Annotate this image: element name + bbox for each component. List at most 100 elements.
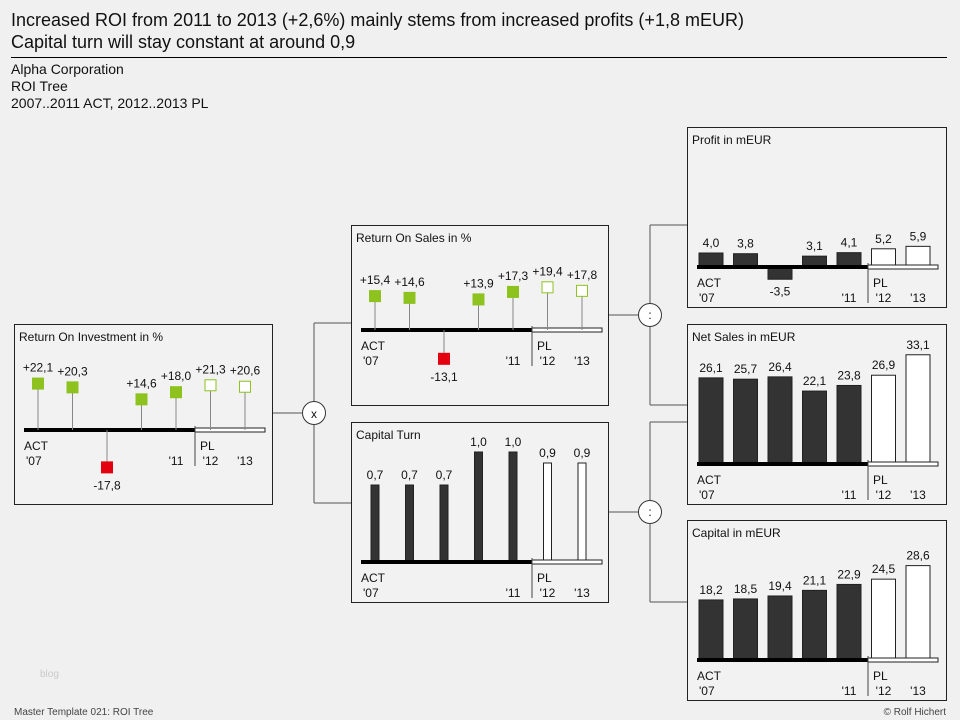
roi-year-11: '11 <box>169 454 184 468</box>
report-period: 2007..2011 ACT, 2012..2013 PL <box>11 95 209 111</box>
profit-data-label-0: 4,0 <box>703 236 720 250</box>
capital-bar-6 <box>905 565 931 661</box>
company-name: Alpha Corporation <box>11 61 124 77</box>
roi-pin-head-4 <box>170 386 182 399</box>
ros-data-label-4: +17,3 <box>498 269 529 283</box>
ros-year-13: '13 <box>574 354 590 368</box>
ros-pin-head-2 <box>438 352 450 365</box>
capital-chart: 18,2 18,5 19,4 21,1 22,9 24,528,6ACT'07'11PL'… <box>697 549 939 698</box>
sales-title: Net Sales in mEUR <box>692 330 796 344</box>
capital-data-label-2: 19,4 <box>768 579 792 593</box>
roi-data-label-6: +20,6 <box>230 364 261 378</box>
sales-bar-1 <box>733 378 758 465</box>
capital-axis-plan <box>867 657 939 663</box>
roi-pin-head-3 <box>135 393 148 406</box>
ros-data-label-2: -13,1 <box>430 370 458 384</box>
roi-pin-head-2 <box>101 461 113 474</box>
profit-year-07: '07 <box>699 291 715 305</box>
roi-axis-actual <box>24 428 195 432</box>
ct-bar-6 <box>577 462 587 563</box>
sales-pl-label: PL <box>873 473 888 487</box>
ros-pin-head-4 <box>507 285 519 298</box>
capital-year-07: '07 <box>699 684 715 698</box>
roi-pin-head-0 <box>32 377 44 390</box>
roi-chart: +22,1 +20,3 -17,8 +14,6 +18,0 +21,3 +20,6 ACT'0… <box>23 361 266 492</box>
roi-year-12: '12 <box>203 454 219 468</box>
roi-pin-head-6 <box>239 380 251 393</box>
sales-bar-5 <box>871 374 896 465</box>
ct-bar-0 <box>370 484 380 563</box>
roi-panel: Return On Investment in % +22,1 +20,3 -17,… <box>14 324 273 505</box>
capital-bar-3 <box>802 589 827 661</box>
profit-chart: 4,0 3,8 -3,5 3,1 4,1 5,2 5,9 ACT'07 '11 PL'12 '13 <box>697 229 939 305</box>
sales-axis-actual <box>697 462 868 466</box>
roi-data-label-5: +21,3 <box>195 362 226 376</box>
ct-year-11: '11 <box>506 586 521 600</box>
sales-chart: 26,1 25,7 26,422,1 23,826,933,1ACT'07'11PL'… <box>697 338 939 502</box>
sales-bar-6 <box>905 354 931 465</box>
roi-data-label-3: +14,6 <box>126 376 157 390</box>
capital-turn-title: Capital Turn <box>356 428 421 442</box>
roi-data-label-4: +18,0 <box>161 369 192 383</box>
ct-bar-2 <box>439 484 449 563</box>
sales-data-label-0: 26,1 <box>699 361 723 375</box>
profit-bar-6 <box>905 245 931 268</box>
capital-data-label-0: 18,2 <box>699 583 723 597</box>
watermark: blog <box>40 669 59 680</box>
capital-bar-0 <box>698 599 724 661</box>
sales-data-label-6: 33,1 <box>906 338 930 352</box>
ct-pl-label: PL <box>537 571 552 585</box>
divide-operator-bottom: : <box>638 500 662 524</box>
ct-bar-5 <box>543 462 552 563</box>
profit-panel: Profit in mEUR 4,0 3,8 -3,5 3,1 4,1 5,2 5,9 ACT… <box>687 127 947 308</box>
capital-bar-5 <box>871 578 896 661</box>
roi-pin-head-1 <box>66 381 79 394</box>
ct-bar-4 <box>508 451 518 563</box>
ros-year-07: '07 <box>363 354 379 368</box>
ct-data-label-6: 0,9 <box>574 446 591 460</box>
ct-year-12: '12 <box>540 586 556 600</box>
ros-pin-head-6 <box>576 284 588 297</box>
profit-data-label-3: 3,1 <box>806 239 823 253</box>
capital-panel: Capital in mEUR 18,2 18,5 19,4 21,1 22,9 24,5… <box>687 520 947 701</box>
capital-data-label-5: 24,5 <box>872 562 896 576</box>
footer-copyright: © Rolf Hichert <box>883 707 946 718</box>
sales-data-label-2: 26,4 <box>768 360 792 374</box>
capital-data-label-1: 18,5 <box>734 582 758 596</box>
capital-data-label-6: 28,6 <box>906 549 930 563</box>
ros-data-label-5: +19,4 <box>532 264 563 278</box>
profit-data-label-5: 5,2 <box>875 232 892 246</box>
ros-pin-head-1 <box>403 291 416 304</box>
capital-turn-panel: Capital Turn 0,7 0,7 0,7 1,0 1,0 0,9 0,9 ACT '07… <box>351 422 609 603</box>
capital-data-label-4: 22,9 <box>837 567 861 581</box>
ros-year-12: '12 <box>540 354 556 368</box>
profit-pl-label: PL <box>873 276 888 290</box>
sales-year-13: '13 <box>910 488 926 502</box>
roi-data-label-0: +22,1 <box>23 361 54 375</box>
ros-panel: Return On Sales in % +15,4 +14,6 -13,1 +13,… <box>351 225 609 406</box>
footer-template: Master Template 021: ROI Tree <box>14 707 154 718</box>
profit-data-label-4: 4,1 <box>841 236 858 250</box>
sales-bar-2 <box>767 376 793 465</box>
ros-chart: +15,4 +14,6 -13,1 +13,9 +17,3 +19,4 +17,8 ACT'0… <box>360 264 603 384</box>
multiply-symbol: x <box>311 407 317 421</box>
sales-bar-3 <box>802 390 827 465</box>
headline-1: Increased ROI from 2011 to 2013 (+2,6%) … <box>11 10 744 30</box>
profit-axis-actual <box>697 265 868 269</box>
divide-operator-top: : <box>638 303 662 327</box>
ct-year-07: '07 <box>363 586 379 600</box>
ros-act-label: ACT <box>361 339 386 353</box>
profit-data-label-1: 3,8 <box>737 237 754 251</box>
sales-year-11: '11 <box>842 488 857 502</box>
ct-data-label-0: 0,7 <box>367 468 384 482</box>
profit-data-label-2: -3,5 <box>770 284 791 298</box>
capital-year-13: '13 <box>910 684 926 698</box>
ct-data-label-2: 0,7 <box>436 468 453 482</box>
roi-year-13: '13 <box>237 454 253 468</box>
roi-act-label: ACT <box>24 439 49 453</box>
headline-2: Capital turn will stay constant at aroun… <box>11 32 356 52</box>
ct-axis-actual <box>361 560 532 564</box>
profit-year-12: '12 <box>876 291 892 305</box>
ros-data-label-6: +17,8 <box>567 268 598 282</box>
